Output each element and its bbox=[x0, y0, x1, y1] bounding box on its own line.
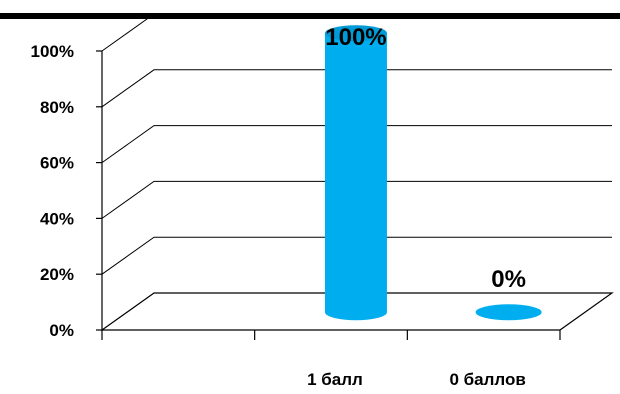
y-tick-label: 80% bbox=[40, 98, 74, 117]
bar-body bbox=[324, 33, 387, 321]
bar-flat bbox=[475, 304, 542, 321]
x-category-label: 1 балл bbox=[307, 370, 363, 389]
bar-top bbox=[324, 25, 387, 42]
data-label: 0% bbox=[491, 266, 526, 293]
gridline bbox=[101, 69, 612, 108]
y-tick-label: 100% bbox=[31, 42, 74, 61]
axes bbox=[101, 51, 561, 340]
y-tick-label: 20% bbox=[40, 265, 74, 284]
data-labels: 100% 0% bbox=[325, 24, 526, 293]
bars bbox=[324, 25, 542, 321]
y-tick-label: 40% bbox=[40, 209, 74, 228]
y-axis-ticks: 0% 20% 40% 60% 80% 100% bbox=[31, 42, 102, 340]
x-category-label: 0 баллов bbox=[449, 370, 525, 389]
gridline bbox=[101, 125, 612, 164]
y-tick-label: 60% bbox=[40, 154, 74, 173]
data-label: 100% bbox=[325, 24, 386, 51]
gridline bbox=[101, 180, 612, 219]
y-tick-label: 0% bbox=[49, 321, 74, 340]
x-axis-categories: 1 балл 0 баллов bbox=[307, 370, 526, 389]
top-rule bbox=[0, 13, 620, 19]
gridline bbox=[101, 236, 612, 275]
